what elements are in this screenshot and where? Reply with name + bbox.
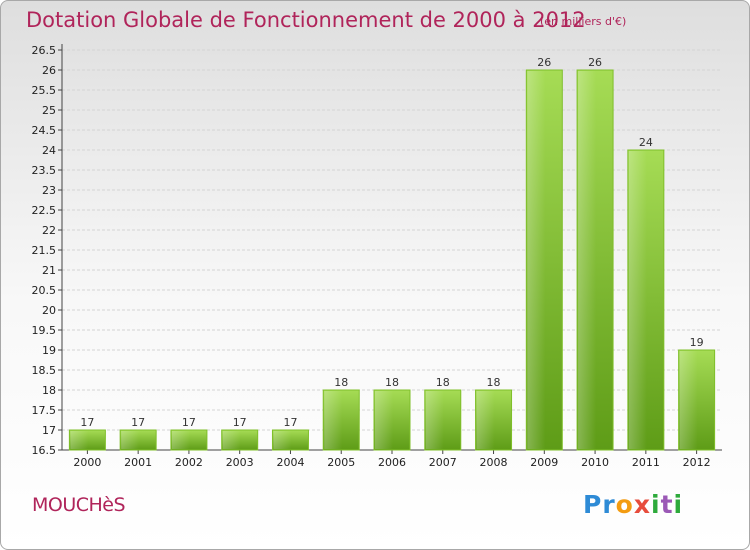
y-tick-label: 16.5: [32, 444, 57, 457]
value-label-2000: 17: [80, 416, 94, 429]
y-tick-label: 21.5: [32, 244, 57, 257]
value-label-2006: 18: [385, 376, 399, 389]
bar-highlight: [222, 431, 241, 449]
value-label-2012: 19: [690, 336, 704, 349]
value-label-2001: 17: [131, 416, 145, 429]
value-label-2008: 18: [487, 376, 501, 389]
x-tick-label-2001: 2001: [124, 456, 152, 469]
y-tick-label: 22.5: [32, 204, 57, 217]
y-tick-label: 18: [42, 384, 56, 397]
y-tick-label: 17: [42, 424, 56, 437]
bar-highlight: [375, 391, 393, 449]
bar-highlight: [324, 391, 343, 449]
value-label-2005: 18: [334, 376, 348, 389]
y-tick-label: 18.5: [32, 364, 57, 377]
bar-highlight: [121, 431, 140, 449]
x-tick-label-2010: 2010: [581, 456, 609, 469]
bar-highlight: [679, 351, 698, 449]
bar-highlight: [476, 391, 495, 449]
x-tick-label-2000: 2000: [73, 456, 101, 469]
bar-highlight: [70, 431, 89, 449]
y-tick-label: 23: [42, 184, 56, 197]
y-tick-label: 17.5: [32, 404, 57, 417]
bar-highlight: [628, 151, 647, 449]
bar-highlight: [578, 71, 597, 449]
x-tick-label-2009: 2009: [530, 456, 558, 469]
x-tick-label-2003: 2003: [226, 456, 254, 469]
y-tick-labels: 16.5 17 17.5 18 18.5 19 19.5 20 20.5 21 21.5 22 22.5…: [32, 44, 57, 457]
chart-title: Dotation Globale de Fonctionnement de 20…: [26, 8, 586, 32]
y-tick-label: 25: [42, 104, 56, 117]
value-label-2002: 17: [182, 416, 196, 429]
value-label-2010: 26: [588, 56, 602, 69]
x-tick-label-2006: 2006: [378, 456, 406, 469]
y-tick-label: 26: [42, 64, 56, 77]
x-tick-label-2011: 2011: [632, 456, 660, 469]
value-labels: 17 17 17 17 17 18 18 18 18 26 26 24 19: [80, 56, 703, 429]
commune-name: MOUCHèS: [32, 494, 126, 516]
x-tick-label-2004: 2004: [276, 456, 304, 469]
proxiti-logo: Proxiti: [583, 490, 684, 519]
y-tick-label: 19.5: [32, 324, 57, 337]
bar-highlight: [171, 431, 190, 449]
value-label-2003: 17: [233, 416, 247, 429]
y-tick-label: 26.5: [32, 44, 57, 57]
y-tick-label: 24.5: [32, 124, 57, 137]
x-tick-labels: 2000 2001 2002 2003 2004 2005 2006 2007 2008 2009…: [73, 456, 710, 469]
bars: [68, 69, 716, 451]
x-tick-label-2002: 2002: [175, 456, 203, 469]
x-tick-label-2007: 2007: [429, 456, 457, 469]
y-tick-label: 20.5: [32, 284, 57, 297]
y-tick-label: 25.5: [32, 84, 57, 97]
y-tick-label: 24: [42, 144, 56, 157]
bar-highlight: [527, 71, 546, 449]
x-tick-label-2005: 2005: [327, 456, 355, 469]
x-tick-label-2012: 2012: [683, 456, 711, 469]
y-tick-label: 23.5: [32, 164, 57, 177]
value-label-2009: 26: [537, 56, 551, 69]
value-label-2004: 17: [283, 416, 297, 429]
chart-unit-note: (en milliers d'€): [540, 15, 627, 28]
bar-highlight: [425, 391, 444, 449]
y-tick-label: 20: [42, 304, 56, 317]
bar-highlight: [273, 431, 292, 449]
y-tick-label: 21: [42, 264, 56, 277]
y-tick-label: 22: [42, 224, 56, 237]
value-label-2011: 24: [639, 136, 653, 149]
value-label-2007: 18: [436, 376, 450, 389]
x-tick-label-2008: 2008: [480, 456, 508, 469]
y-tick-label: 19: [42, 344, 56, 357]
